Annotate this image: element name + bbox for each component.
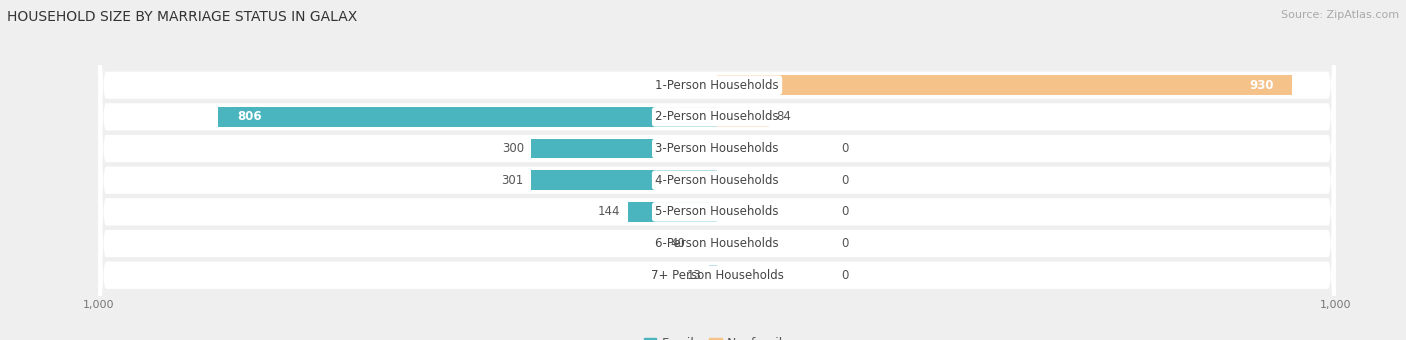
FancyBboxPatch shape xyxy=(98,0,1336,340)
Text: 300: 300 xyxy=(502,142,524,155)
Text: 6-Person Households: 6-Person Households xyxy=(655,237,779,250)
Bar xyxy=(717,75,1292,95)
Bar xyxy=(717,107,769,127)
FancyBboxPatch shape xyxy=(98,0,1336,340)
Text: 0: 0 xyxy=(841,142,848,155)
Bar xyxy=(218,107,717,127)
Text: 2-Person Households: 2-Person Households xyxy=(655,110,779,123)
Text: 3-Person Households: 3-Person Households xyxy=(655,142,779,155)
Text: 144: 144 xyxy=(598,205,620,218)
Text: 13: 13 xyxy=(686,269,702,282)
Text: 1-Person Households: 1-Person Households xyxy=(655,79,779,92)
FancyBboxPatch shape xyxy=(98,0,1336,340)
Text: 301: 301 xyxy=(501,174,523,187)
FancyBboxPatch shape xyxy=(98,0,1336,340)
Bar xyxy=(709,266,717,285)
Bar xyxy=(531,170,717,190)
Text: 5-Person Households: 5-Person Households xyxy=(655,205,779,218)
Bar xyxy=(628,202,717,222)
Bar xyxy=(531,139,717,158)
Text: 7+ Person Households: 7+ Person Households xyxy=(651,269,783,282)
Text: 0: 0 xyxy=(841,269,848,282)
Text: 930: 930 xyxy=(1250,79,1274,92)
Bar xyxy=(692,234,717,253)
FancyBboxPatch shape xyxy=(98,0,1336,340)
Text: 40: 40 xyxy=(671,237,685,250)
Text: 0: 0 xyxy=(841,174,848,187)
FancyBboxPatch shape xyxy=(98,0,1336,340)
Text: HOUSEHOLD SIZE BY MARRIAGE STATUS IN GALAX: HOUSEHOLD SIZE BY MARRIAGE STATUS IN GAL… xyxy=(7,10,357,24)
Text: 0: 0 xyxy=(841,237,848,250)
Text: 806: 806 xyxy=(238,110,262,123)
Text: Source: ZipAtlas.com: Source: ZipAtlas.com xyxy=(1281,10,1399,20)
Legend: Family, Nonfamily: Family, Nonfamily xyxy=(638,332,796,340)
Text: 84: 84 xyxy=(776,110,792,123)
Text: 4-Person Households: 4-Person Households xyxy=(655,174,779,187)
FancyBboxPatch shape xyxy=(98,0,1336,340)
Text: 0: 0 xyxy=(841,205,848,218)
